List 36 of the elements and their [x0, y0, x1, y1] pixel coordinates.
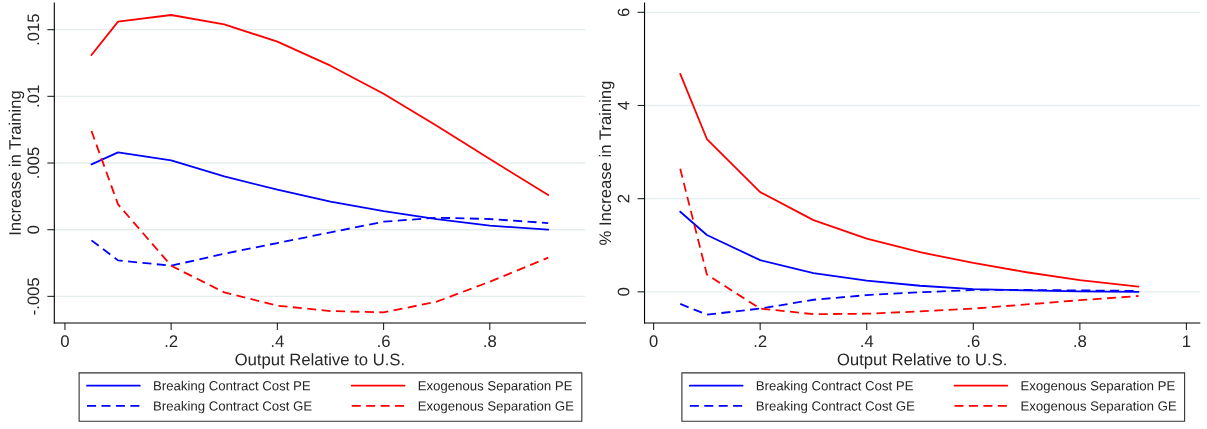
y-tick-label: .005 — [27, 147, 40, 178]
x-tick-label: .8 — [1074, 335, 1087, 348]
legend-label: Exogenous Separation GE — [418, 400, 574, 414]
y-tick-label: 0 — [617, 287, 630, 296]
x-tick-label: .6 — [967, 335, 980, 348]
x-tick-label: 1 — [1183, 335, 1191, 347]
line-series — [679, 72, 1140, 288]
y-tick-label: 0 — [27, 225, 40, 234]
y-tick-label: -.005 — [27, 278, 40, 315]
legend-label: Exogenous Separation PE — [1021, 380, 1175, 394]
x-tick-label: .4 — [861, 335, 874, 347]
y-axis-title: Increase in Training — [8, 91, 25, 235]
legend-label: Exogenous Separation PE — [418, 380, 572, 394]
legend-label: Breaking Contract Cost GE — [756, 400, 915, 414]
y-tick-label: .015 — [27, 14, 40, 45]
y-axis-title: % Increase in Training — [598, 81, 615, 245]
line-series — [679, 167, 1140, 316]
x-tick-label: 0 — [60, 335, 69, 348]
x-tick-label: 0 — [649, 335, 658, 348]
x-tick-label: .6 — [378, 335, 390, 348]
legend-label: Breaking Contract Cost GE — [154, 400, 312, 414]
y-tick-label: 2 — [617, 194, 630, 203]
x-axis-title: Output Relative to U.S. — [235, 353, 404, 369]
y-tick-label: 4 — [617, 101, 630, 110]
legend-label: Breaking Contract Cost PE — [154, 380, 311, 394]
x-tick-label: .2 — [165, 335, 178, 347]
x-axis-title: Output Relative to U.S. — [837, 353, 1006, 369]
x-tick-label: .2 — [754, 335, 767, 347]
y-tick-label: 6 — [617, 8, 630, 17]
y-tick-label: .01 — [27, 85, 40, 107]
x-tick-label: .8 — [484, 335, 497, 348]
legend-label: Exogenous Separation GE — [1021, 400, 1177, 414]
x-tick-label: .4 — [271, 335, 284, 347]
line-series — [90, 14, 550, 196]
line-series — [90, 130, 550, 314]
legend-label: Breaking Contract Cost PE — [756, 380, 913, 394]
